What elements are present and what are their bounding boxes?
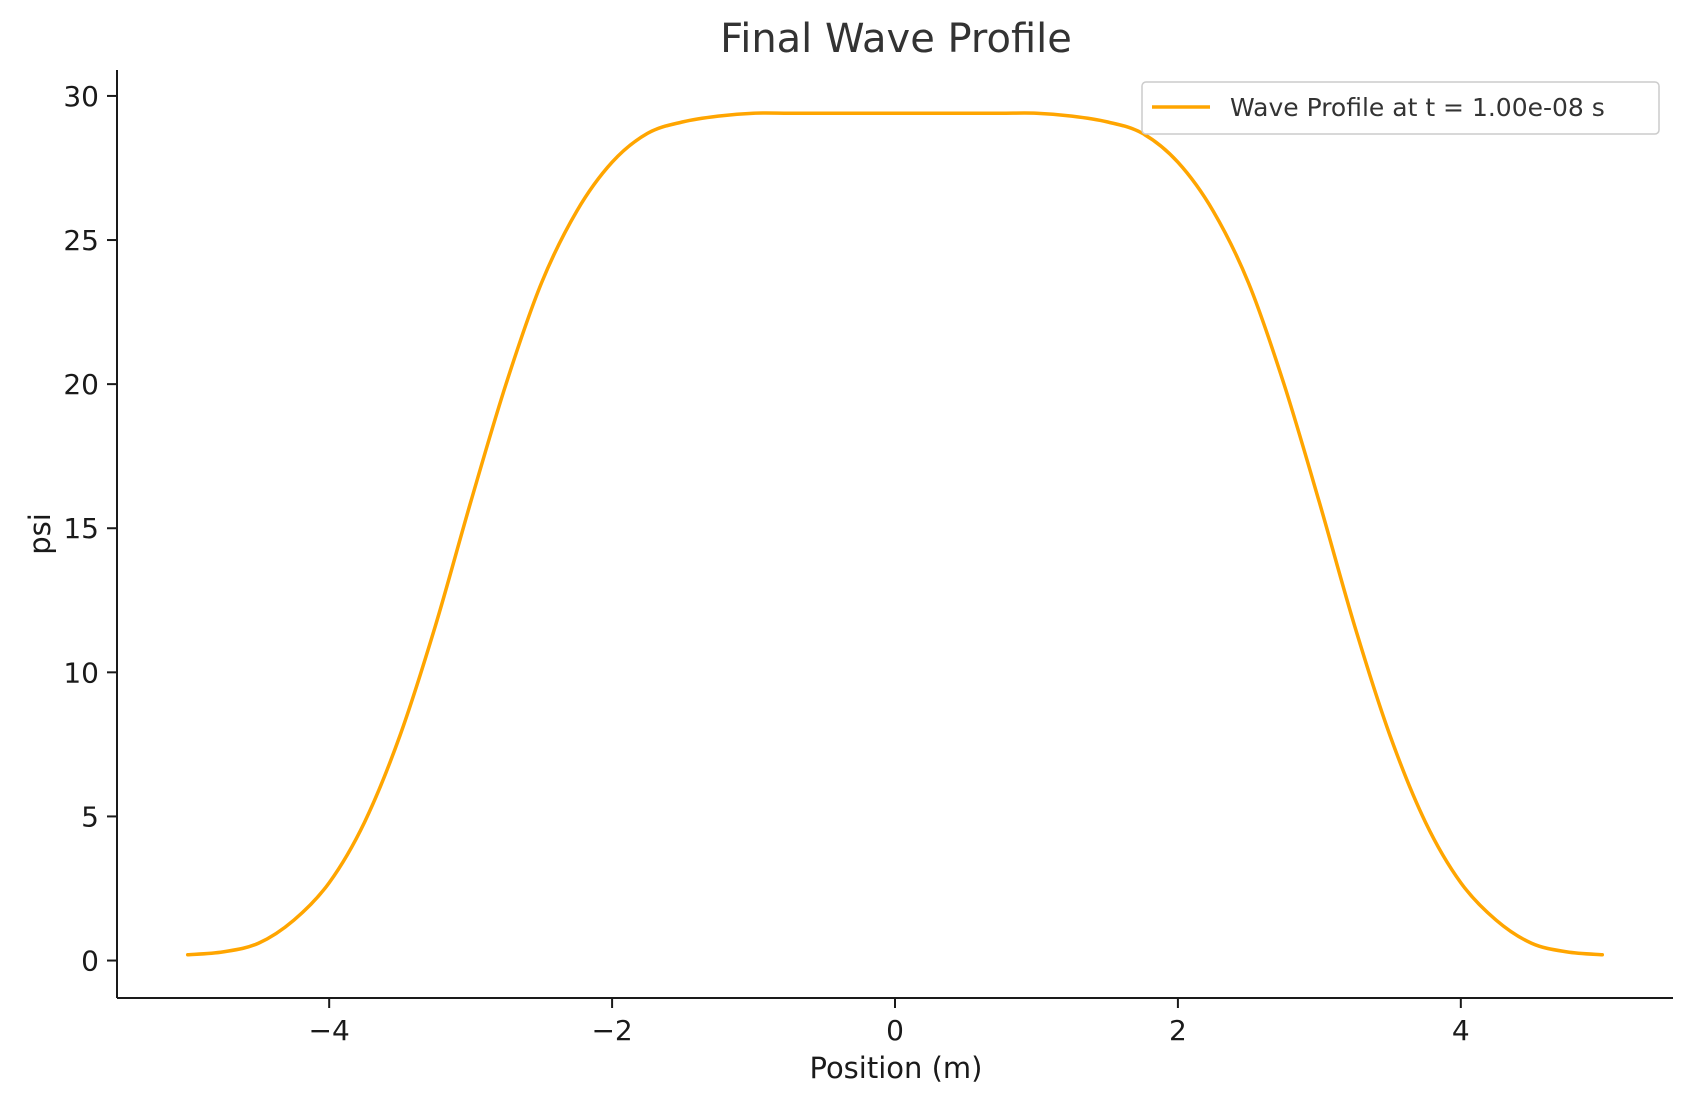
series-line	[185, 111, 1605, 957]
y-tick-label: 20	[63, 368, 99, 401]
legend-label: Wave Profile at t = 1.00e-08 s	[1230, 93, 1605, 122]
legend-box	[1141, 81, 1660, 135]
y-tick-label: 0	[81, 945, 99, 978]
y-ticks: 0 5 10 15 20 25 30	[63, 80, 117, 978]
plot-area	[185, 111, 1605, 957]
x-tick-label: 4	[1452, 1014, 1470, 1047]
x-tick-label: 0	[886, 1014, 904, 1047]
x-tick-label: −2	[591, 1014, 632, 1047]
y-axis-label: psi	[23, 513, 57, 555]
x-tick-label: 2	[1169, 1014, 1187, 1047]
x-ticks: −4 −2 0 2 4	[309, 998, 1470, 1047]
x-axis-label: Position (m)	[809, 1051, 982, 1085]
y-tick-label: 30	[63, 80, 99, 113]
y-tick-label: 10	[63, 656, 99, 689]
y-tick-label: 5	[81, 800, 99, 833]
y-tick-label: 15	[63, 512, 99, 545]
y-tick-label: 25	[63, 224, 99, 257]
chart-title: Final Wave Profile	[720, 16, 1072, 62]
legend: Wave Profile at t = 1.00e-08 s	[1141, 81, 1660, 135]
x-tick-label: −4	[309, 1014, 350, 1047]
